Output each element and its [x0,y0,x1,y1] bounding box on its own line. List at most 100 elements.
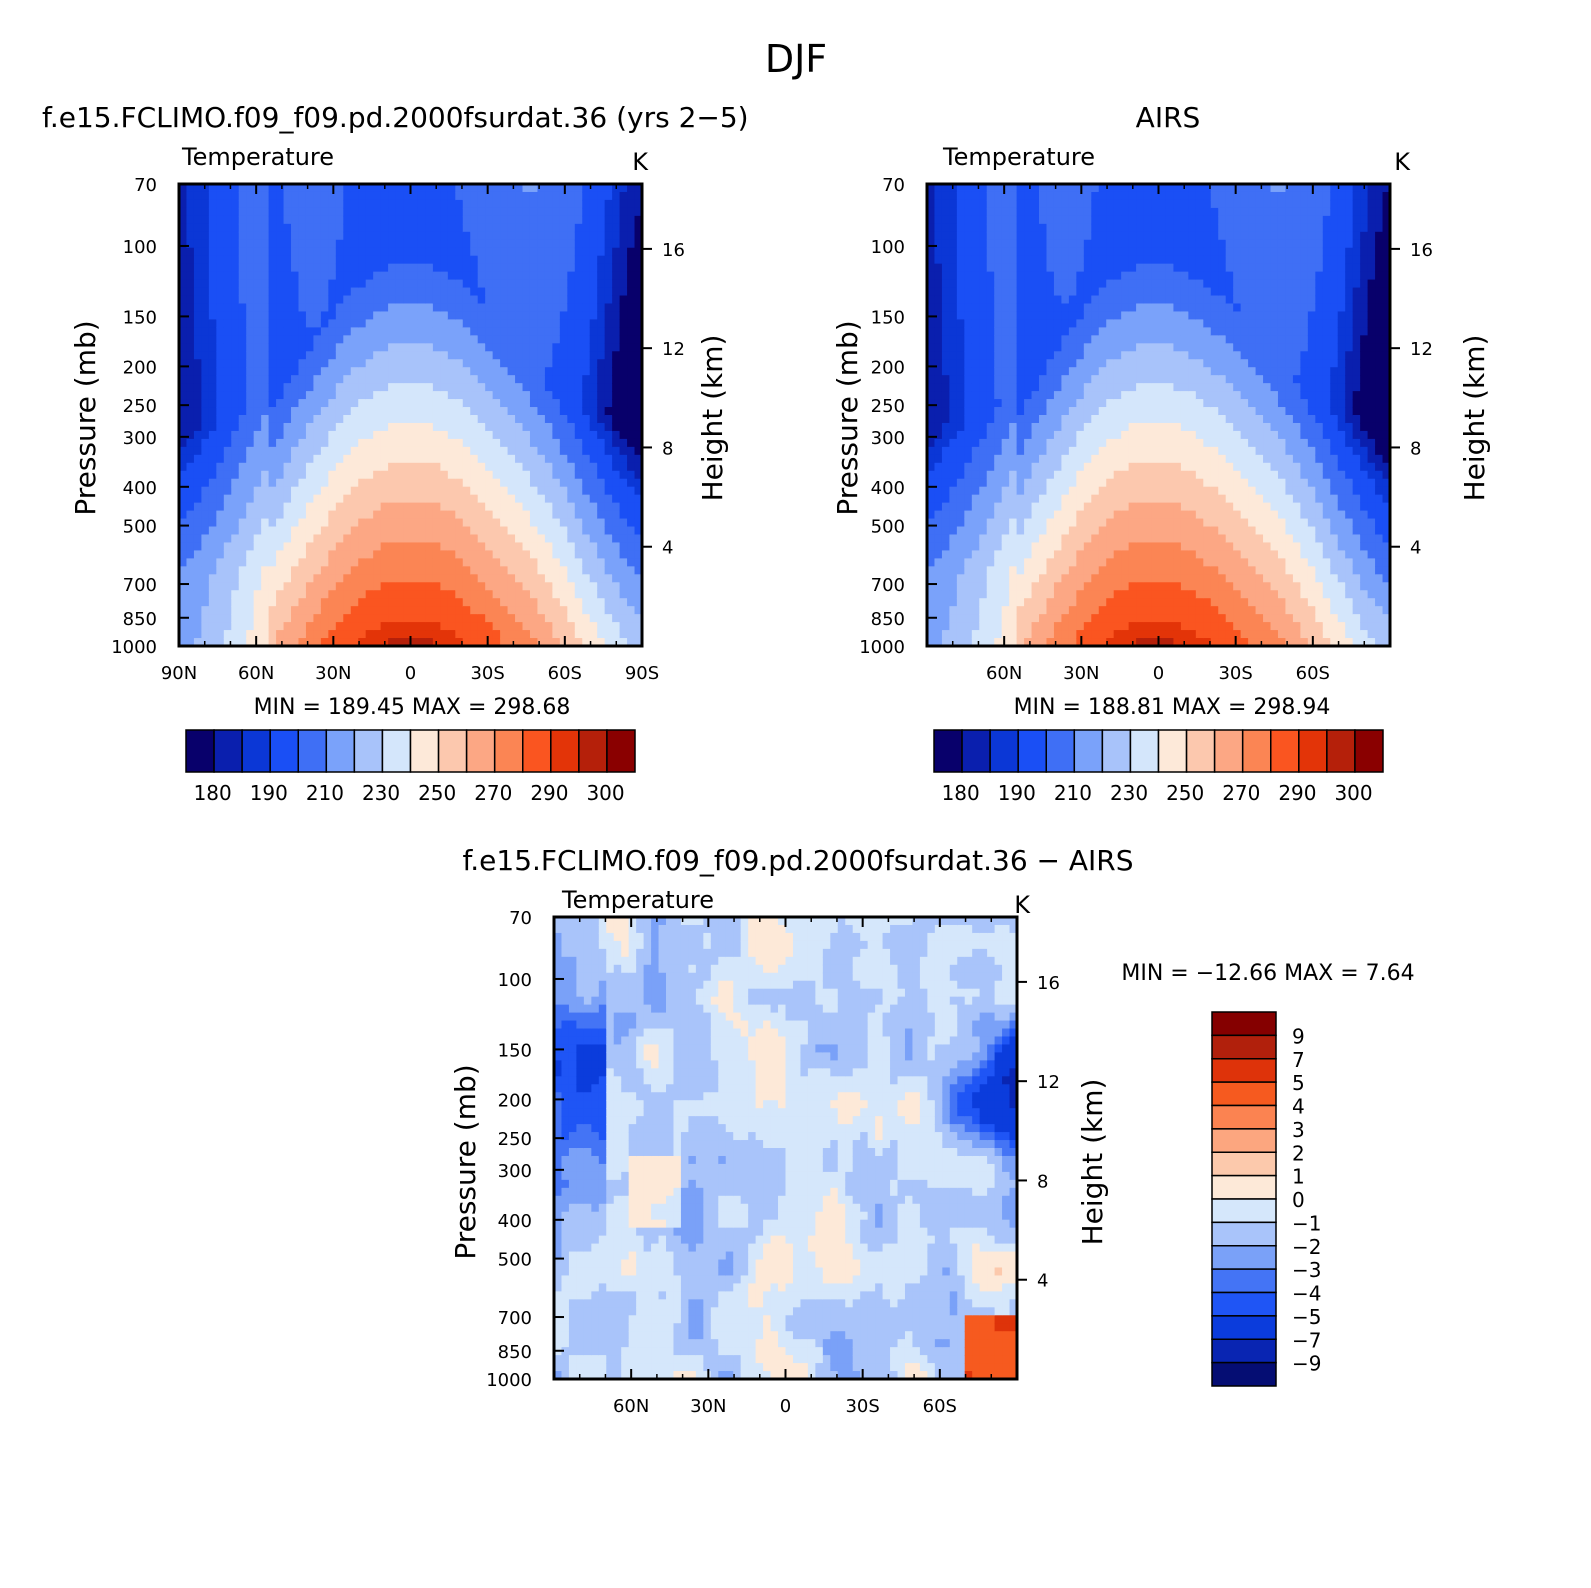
field-cell [253,542,262,552]
field-cell [994,303,1003,313]
field-cell [268,255,277,265]
field-cell [320,630,329,639]
field-cell [507,199,516,209]
field-cell [1001,446,1010,456]
field-cell [462,359,471,368]
field-cell [335,207,344,217]
field-cell [979,510,988,520]
field-cell [507,367,516,376]
field-cell [328,271,337,281]
field-cell [994,367,1003,376]
field-cell [522,327,531,336]
field-cell [410,486,419,496]
field-cell [1068,255,1077,265]
field-cell [283,614,292,623]
field-cell [261,199,270,209]
field-cell [552,430,561,440]
field-cell [1046,574,1055,583]
field-cell [634,598,643,607]
field-cell [1016,598,1025,607]
field-cell [979,558,988,567]
field-cell [971,311,980,321]
field-cell [208,399,217,408]
field-cell [305,438,315,448]
field-cell [1068,223,1077,233]
field-cell [291,215,300,225]
field-cell [1083,614,1092,623]
field-cell [1083,558,1092,567]
field-cell [515,215,524,225]
field-cell [515,622,524,631]
field-cell [1039,375,1048,384]
field-cell [358,422,367,432]
field-cell [604,478,613,488]
field-cell [447,247,456,257]
field-cell [238,207,247,217]
field-cell [1076,622,1085,631]
field-cell [208,207,217,217]
field-cell [186,438,195,448]
field-cell [470,184,479,193]
field-cell [193,295,203,305]
field-cell [589,279,598,289]
field-cell [1091,255,1100,265]
field-cell [193,311,203,321]
field-cell [1053,494,1063,504]
field-cell [432,343,441,352]
field-cell [208,486,217,496]
field-cell [186,422,195,432]
field-cell [231,478,240,488]
field-cell [1039,311,1048,321]
field-cell [941,486,951,496]
field-cell [283,470,292,480]
field-cell [927,582,936,591]
field-cell [447,438,456,448]
field-cell [216,359,225,368]
field-cell [432,271,441,281]
field-cell [500,438,509,448]
field-cell [470,271,479,281]
field-cell [979,311,988,321]
field-cell [208,303,217,313]
field-cell [298,582,307,591]
field-cell [927,534,936,544]
field-cell [604,184,613,193]
field-cell [634,311,643,321]
field-cell [201,502,210,512]
field-cell [246,231,255,241]
field-cell [186,550,195,559]
field-cell [261,486,270,496]
field-cell [253,510,262,520]
field-cell [492,279,501,289]
field-cell [485,223,494,233]
field-cell [552,606,561,615]
field-cell [246,494,255,504]
field-cell [216,542,225,552]
field-cell [627,430,636,440]
field-cell [567,518,576,528]
field-cell [201,590,210,599]
field-cell [537,582,546,591]
field-cell [193,255,203,265]
field-cell [964,438,973,448]
field-cell [949,430,958,440]
field-cell [994,287,1003,297]
field-cell [328,566,337,575]
field-cell [455,622,464,631]
field-cell [395,287,404,297]
field-cell [380,486,389,496]
field-cell [343,263,352,273]
field-cell [971,638,980,647]
field-cell [447,391,456,400]
field-cell [216,343,225,352]
field-cell [1039,526,1048,536]
field-cell [1039,327,1048,336]
field-cell [507,399,516,408]
field-cell [365,231,374,241]
colorbar-label: 250 [418,781,456,805]
field-cell [373,207,382,217]
field-cell [485,606,494,615]
field-cell [574,191,583,201]
field-cell [373,590,382,599]
field-cell [1039,191,1048,201]
